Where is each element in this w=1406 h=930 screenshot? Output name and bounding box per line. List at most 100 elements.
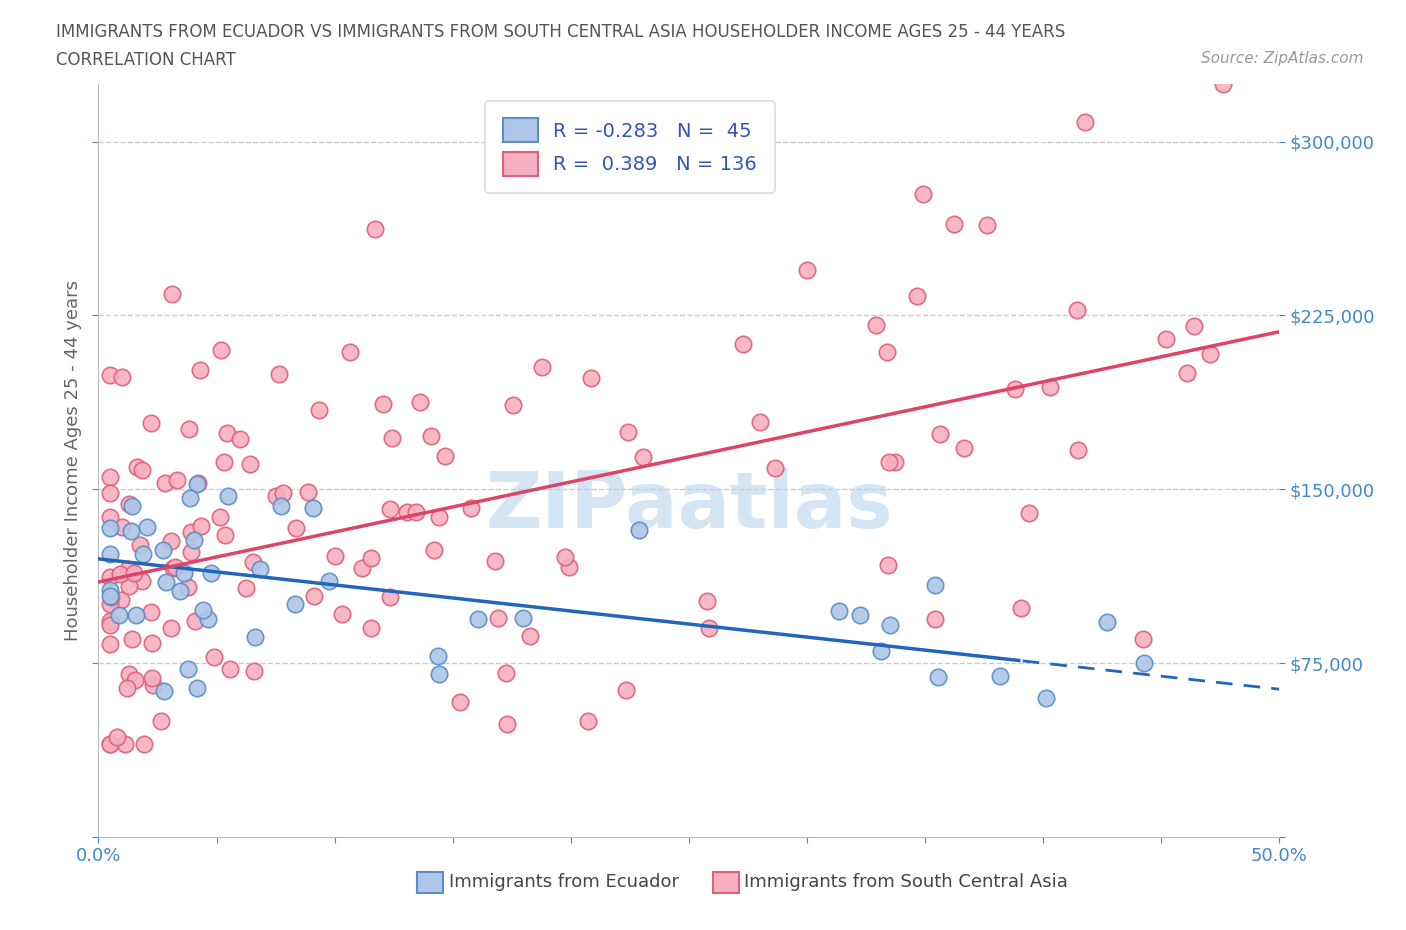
Point — [152, 542, 174, 557]
Point — [179, 490, 201, 505]
Point — [1198, 347, 1220, 362]
Point — [929, 427, 952, 442]
Point — [1004, 381, 1026, 396]
Point — [270, 498, 292, 513]
Point — [912, 187, 935, 202]
Point — [212, 455, 235, 470]
Point — [184, 614, 207, 629]
Point — [141, 416, 163, 431]
Point — [942, 217, 965, 232]
Point — [581, 371, 603, 386]
Point — [111, 370, 134, 385]
Point — [1132, 632, 1154, 647]
Point — [243, 630, 266, 644]
Point — [1074, 114, 1097, 129]
Point — [242, 555, 264, 570]
Point — [502, 397, 524, 412]
Point — [155, 575, 177, 590]
Point — [139, 604, 162, 619]
Point — [1212, 76, 1234, 91]
Point — [323, 548, 346, 563]
Text: Immigrants from Ecuador: Immigrants from Ecuador — [449, 873, 679, 891]
Point — [160, 533, 183, 548]
Legend: R = -0.283   N =  45, R =  0.389   N = 136: R = -0.283 N = 45, R = 0.389 N = 136 — [485, 101, 775, 193]
Point — [297, 485, 319, 499]
Point — [1018, 506, 1040, 521]
Point — [924, 611, 946, 626]
Point — [150, 713, 173, 728]
Point — [731, 337, 754, 352]
Point — [876, 344, 898, 359]
Point — [108, 566, 131, 581]
Point — [98, 588, 121, 603]
Point — [284, 597, 307, 612]
Point — [953, 441, 976, 456]
Point — [120, 524, 142, 538]
Point — [427, 510, 450, 525]
Point — [557, 560, 579, 575]
Point — [576, 714, 599, 729]
Point — [905, 289, 928, 304]
Point — [697, 620, 720, 635]
Point — [339, 344, 361, 359]
Point — [243, 664, 266, 679]
Point — [865, 318, 887, 333]
FancyBboxPatch shape — [418, 872, 443, 894]
Point — [495, 666, 517, 681]
Point — [162, 561, 184, 576]
Point — [98, 546, 121, 561]
Point — [360, 621, 382, 636]
Point — [166, 472, 188, 487]
Point — [633, 449, 655, 464]
Point — [302, 500, 325, 515]
Point — [134, 737, 156, 751]
Point — [105, 729, 128, 744]
Point — [877, 455, 900, 470]
Point — [179, 544, 201, 559]
Point — [135, 519, 157, 534]
Point — [360, 551, 382, 565]
Point — [449, 695, 471, 710]
Point — [186, 477, 208, 492]
Y-axis label: Householder Income Ages 25 - 44 years: Householder Income Ages 25 - 44 years — [63, 280, 82, 641]
Point — [696, 594, 718, 609]
Point — [229, 432, 252, 446]
Point — [169, 584, 191, 599]
Point — [141, 635, 163, 650]
Point — [142, 677, 165, 692]
Point — [1182, 319, 1205, 334]
Point — [1039, 380, 1062, 395]
Point — [433, 448, 456, 463]
Point — [427, 649, 450, 664]
Point — [153, 684, 176, 698]
Point — [460, 500, 482, 515]
Text: Source: ZipAtlas.com: Source: ZipAtlas.com — [1201, 51, 1364, 66]
Point — [284, 521, 307, 536]
Point — [239, 457, 262, 472]
Point — [409, 394, 432, 409]
Point — [381, 431, 404, 445]
Point — [266, 488, 288, 503]
Point — [98, 582, 121, 597]
Point — [512, 610, 534, 625]
Point — [884, 455, 907, 470]
Point — [378, 589, 401, 604]
Point — [467, 612, 489, 627]
Point — [98, 597, 121, 612]
FancyBboxPatch shape — [713, 872, 738, 894]
Point — [877, 557, 900, 572]
Point — [190, 518, 212, 533]
Point — [302, 589, 325, 604]
Point — [318, 574, 340, 589]
Point — [1175, 365, 1198, 380]
Point — [163, 560, 186, 575]
Point — [162, 286, 184, 301]
Point — [118, 578, 141, 593]
Point — [209, 343, 232, 358]
Point — [628, 523, 651, 538]
Point — [111, 520, 134, 535]
Point — [129, 538, 152, 552]
Text: IMMIGRANTS FROM ECUADOR VS IMMIGRANTS FROM SOUTH CENTRAL ASIA HOUSEHOLDER INCOME: IMMIGRANTS FROM ECUADOR VS IMMIGRANTS FR… — [56, 23, 1066, 41]
Point — [796, 263, 818, 278]
Point — [1133, 655, 1156, 670]
